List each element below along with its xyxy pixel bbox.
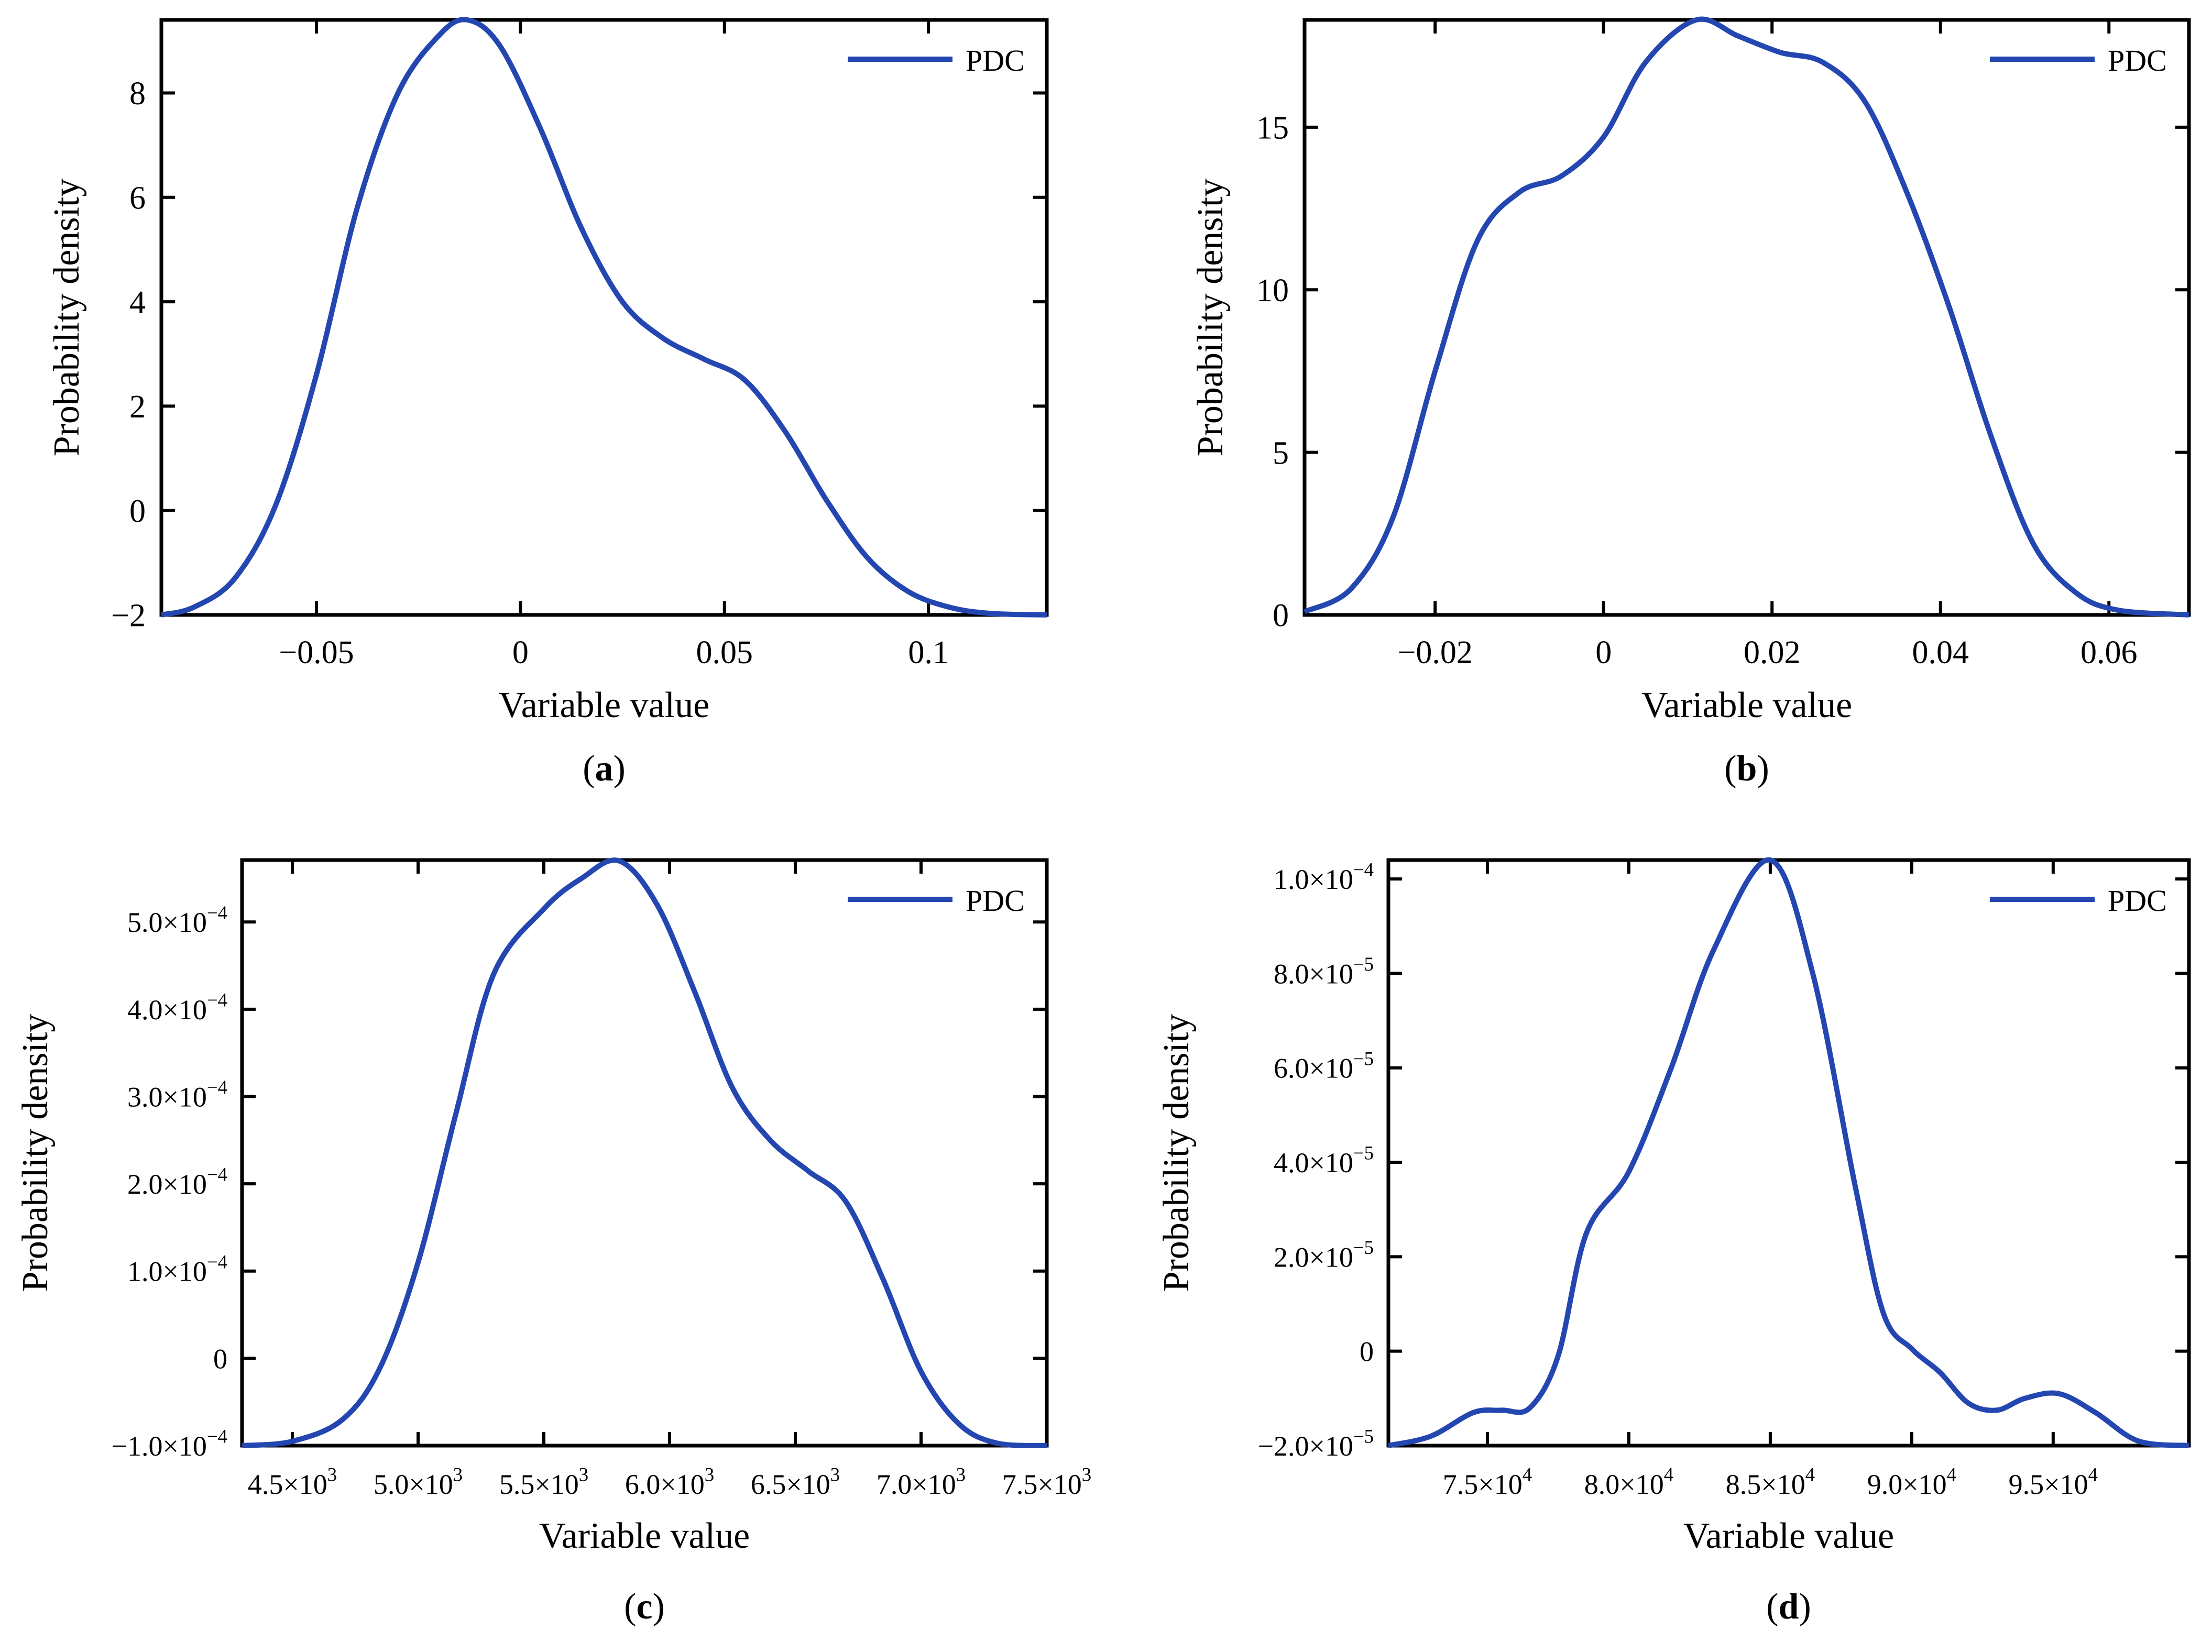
plot-frame [240, 858, 1049, 1448]
y-tick-label: 5 [1273, 435, 1289, 471]
x-tick-label: 0.06 [2080, 635, 2138, 670]
panel-label: (c) [624, 1587, 665, 1627]
panel-label: (a) [583, 748, 626, 789]
x-tick-label: 0.02 [1744, 635, 1801, 670]
panel-label: (b) [1724, 748, 1769, 789]
x-tick-label: 0 [1595, 635, 1612, 670]
x-tick-label: 6.0×103 [625, 1464, 714, 1500]
y-tick-label: −2 [111, 598, 146, 634]
panel-d: 7.5×104 8.0×104 8.5×104 9.0×104 9.5×104 −2.0×… [1156, 857, 2191, 1627]
y-tick-label: −1.0×10−4 [112, 1426, 228, 1462]
x-tick-label: 0.1 [908, 635, 949, 670]
y-tick-label: 15 [1256, 111, 1289, 146]
x-tick-label: 4.5×103 [248, 1464, 337, 1500]
y-tick-label: 1.0×10−4 [1274, 859, 1374, 895]
x-axis-label: Variable value [1641, 685, 1852, 725]
y-tick-label: 4.0×10−4 [127, 989, 227, 1026]
panel-b: −0.02 0 0.02 0.04 0.06 0 5 10 15 Variable value Pr… [1190, 16, 2191, 789]
x-tick-label: −0.05 [279, 635, 354, 670]
panel-a: −0.05 0 0.05 0.1 −2 0 2 4 6 8 Variable value Probab… [47, 17, 1049, 789]
plot-frame [1302, 18, 2191, 617]
panel-label: (d) [1766, 1587, 1811, 1627]
y-tick-label: 0 [213, 1343, 227, 1374]
x-tick-label: 0 [512, 635, 529, 670]
x-tick-label: 8.5×104 [1726, 1464, 1815, 1500]
x-tick-label: 6.5×103 [751, 1464, 840, 1500]
x-tick-label: 7.5×104 [1443, 1464, 1532, 1500]
y-axis-label: Probability density [1156, 1014, 1197, 1292]
legend-label: PDC [2108, 884, 2167, 918]
plot-frame [159, 18, 1049, 617]
x-tick-label: 9.0×104 [1867, 1464, 1956, 1500]
y-tick-label: 0 [1273, 598, 1289, 634]
y-tick-label: 6 [129, 181, 146, 216]
x-tick-label: 0.04 [1912, 635, 1969, 670]
y-tick-label: 2 [129, 389, 146, 425]
y-tick-label: 6.0×10−5 [1274, 1048, 1374, 1084]
plot-frame [1386, 858, 2191, 1448]
x-tick-label: 7.0×103 [877, 1464, 966, 1500]
y-tick-label: 4.0×10−5 [1274, 1142, 1374, 1179]
y-tick-label: 2.0×10−4 [127, 1164, 227, 1200]
pdc-curve [1387, 857, 2189, 1448]
pdc-curve [160, 17, 1047, 618]
y-tick-label: 8.0×10−5 [1274, 953, 1374, 989]
x-axis-label: Variable value [539, 1516, 750, 1556]
pdc-curve [242, 857, 1047, 1448]
y-tick-label: 10 [1256, 273, 1289, 309]
x-tick-label: 7.5×103 [1002, 1464, 1091, 1500]
x-tick-label: −0.02 [1397, 635, 1472, 670]
y-tick-label: 4 [129, 285, 146, 321]
y-tick-label: 1.0×10−4 [127, 1251, 227, 1287]
x-tick-label: 5.0×103 [374, 1464, 463, 1500]
y-tick-label: 0 [1360, 1336, 1374, 1368]
y-axis-label: Probability density [47, 179, 87, 457]
y-tick-label: 5.0×10−4 [127, 902, 227, 938]
x-tick-label: 0.05 [696, 635, 753, 670]
x-tick-label: 8.0×104 [1584, 1464, 1673, 1500]
y-axis-label: Probability density [15, 1014, 56, 1292]
y-tick-label: −2.0×10−5 [1258, 1426, 1374, 1462]
x-axis-label: Variable value [1683, 1516, 1894, 1556]
x-tick-label: 5.5×103 [499, 1464, 588, 1500]
y-tick-label: 2.0×10−5 [1274, 1237, 1374, 1273]
y-tick-label: 0 [129, 493, 146, 529]
x-tick-label: 9.5×104 [2009, 1464, 2098, 1500]
y-tick-label: 3.0×10−4 [127, 1076, 227, 1113]
x-axis-label: Variable value [499, 685, 709, 725]
legend-label: PDC [966, 884, 1025, 918]
pdc-curve [1303, 16, 2189, 618]
panel-c: 4.5×103 5.0×103 5.5×103 6.0×103 6.5×103 7.0×1… [15, 857, 1091, 1627]
legend-label: PDC [966, 43, 1025, 78]
y-axis-label: Probability density [1190, 179, 1231, 457]
y-tick-label: 8 [129, 76, 146, 112]
legend-label: PDC [2108, 43, 2167, 78]
